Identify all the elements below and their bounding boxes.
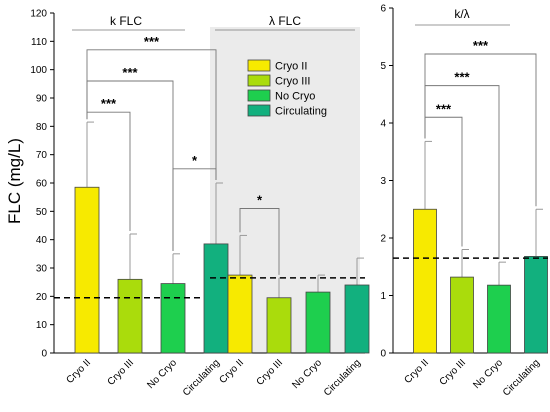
bar-circulating: [203, 243, 229, 354]
y-tick-label: 120: [30, 9, 47, 20]
significance-bracket: [86, 49, 217, 180]
legend-swatch: [247, 104, 271, 117]
bar-circulating: [344, 284, 370, 354]
significance-label: ***: [436, 101, 452, 116]
right-y-tick-label: 3: [380, 176, 386, 187]
category-label: Cryo II: [65, 357, 94, 386]
category-label: Circulating: [501, 357, 542, 398]
bar-no-cryo: [305, 291, 331, 354]
bar-cryo-ii: [413, 208, 437, 354]
y-axis-title: FLC (mg/L): [5, 138, 24, 224]
bar-cryo-iii: [450, 276, 474, 354]
significance-label: *: [257, 193, 263, 208]
y-tick-label: 20: [36, 292, 48, 303]
bar-cryo-iii: [117, 278, 143, 354]
legend-label: No Cryo: [275, 91, 315, 103]
significance-label: ***: [473, 38, 489, 53]
panel-header: λ FLC: [269, 14, 301, 28]
category-label: Cryo III: [438, 357, 469, 388]
significance-bracket: [239, 208, 280, 275]
category-label: No Cryo: [290, 357, 324, 391]
bar-no-cryo: [487, 284, 511, 354]
category-label: Circulating: [322, 357, 363, 398]
legend-swatch: [247, 59, 271, 72]
category-label: Cryo III: [106, 357, 137, 388]
y-tick-label: 0: [41, 349, 47, 360]
category-label: No Cryo: [145, 357, 179, 391]
significance-label: *: [192, 153, 198, 168]
y-tick-label: 70: [36, 150, 48, 161]
y-tick-label: 100: [30, 65, 47, 76]
legend-swatch: [247, 74, 271, 87]
category-label: No Cryo: [471, 357, 505, 391]
bar-cryo-iii: [266, 297, 292, 354]
y-tick-label: 90: [36, 94, 48, 105]
y-tick-label: 80: [36, 122, 48, 133]
right-y-tick-label: 6: [380, 4, 386, 15]
legend-label: Cryo II: [275, 61, 307, 73]
right-y-tick-label: 2: [380, 234, 386, 245]
legend-label: Circulating: [275, 106, 327, 118]
bar-cryo-ii: [74, 186, 100, 354]
bar-cryo-ii: [227, 274, 253, 354]
y-tick-label: 40: [36, 235, 48, 246]
category-label: Circulating: [181, 357, 222, 398]
right-y-tick-label: 4: [380, 119, 386, 130]
y-tick-label: 50: [36, 207, 48, 218]
y-tick-label: 10: [36, 320, 48, 331]
bar-circulating: [524, 255, 548, 354]
right-y-tick-label: 0: [380, 349, 386, 360]
legend-label: Cryo III: [275, 76, 310, 88]
legend-swatch: [247, 89, 271, 102]
category-label: Cryo III: [255, 357, 286, 388]
significance-label: ***: [101, 96, 117, 111]
panel-header: k/λ: [454, 7, 469, 21]
y-tick-label: 110: [31, 37, 47, 48]
significance-label: ***: [454, 70, 470, 85]
y-tick-label: 60: [36, 179, 48, 190]
right-y-tick-label: 5: [380, 61, 386, 72]
significance-label: ***: [122, 65, 138, 80]
right-y-tick-label: 1: [380, 291, 386, 302]
category-label: Cryo II: [218, 357, 247, 386]
significance-bracket: [424, 53, 537, 207]
panel-header: k FLC: [110, 14, 142, 28]
bar-no-cryo: [160, 283, 186, 354]
significance-label: ***: [144, 34, 160, 49]
y-tick-label: 30: [36, 264, 48, 275]
category-label: Cryo II: [403, 357, 432, 386]
significance-bracket: [172, 168, 217, 251]
marks-layer: 0 10 20 30 40 50 60 70 80 90 100 110 120 0 1 2 3 4 5 6 k FLC…: [30, 4, 548, 399]
